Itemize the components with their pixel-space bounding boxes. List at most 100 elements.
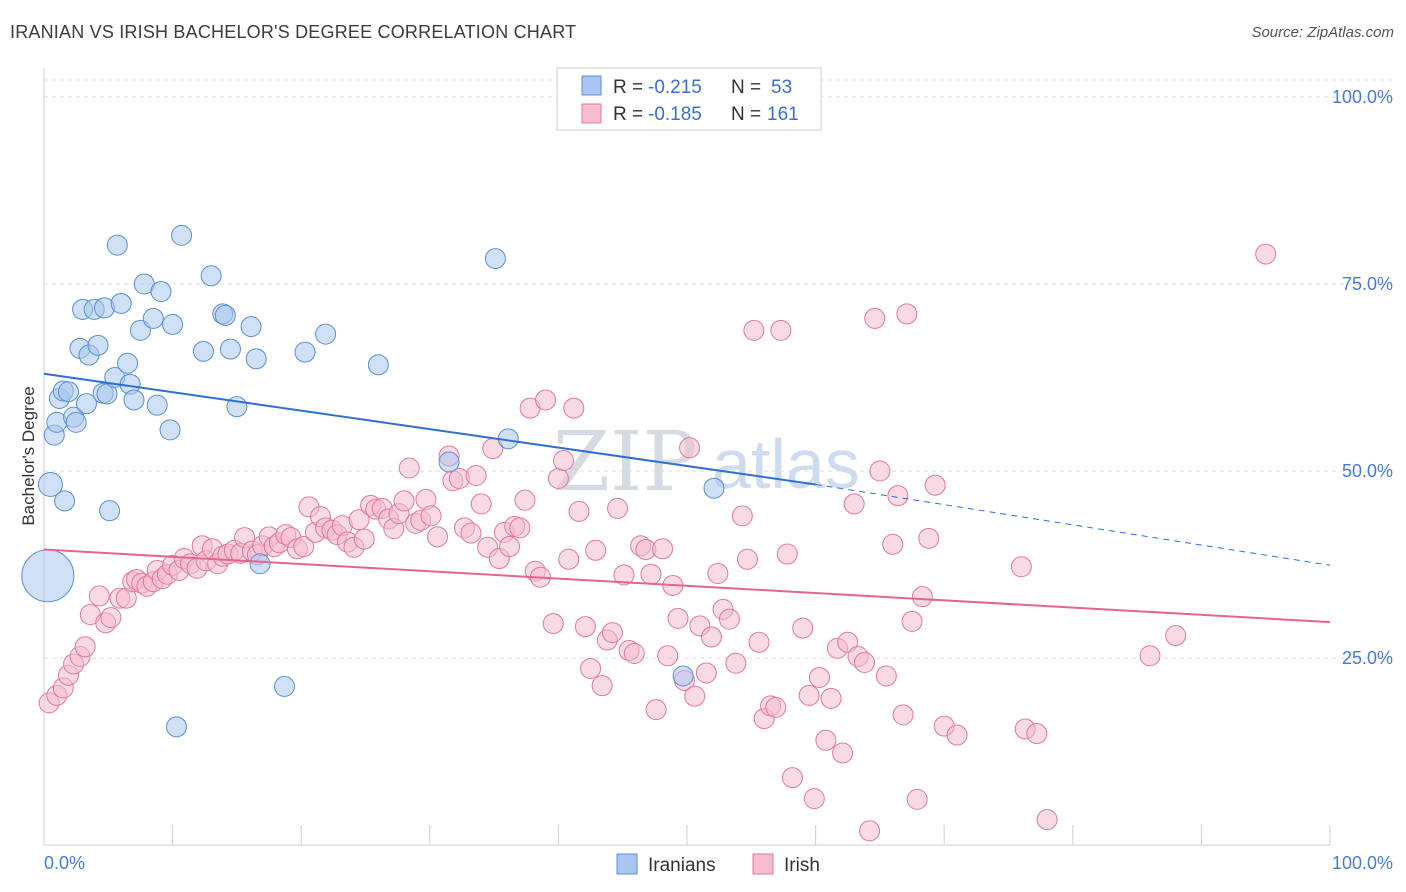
- iranians-point: [57, 381, 79, 403]
- irish-point: [420, 505, 442, 527]
- irish-point: [553, 450, 575, 472]
- iranians-point: [117, 352, 139, 374]
- irish-point: [427, 526, 449, 548]
- y-axis-label: Bachelor's Degree: [19, 386, 38, 525]
- irish-point: [100, 607, 122, 629]
- irish-point: [574, 616, 596, 638]
- iranians-point: [37, 471, 63, 497]
- irish-point: [1010, 556, 1032, 578]
- chart-title: IRANIAN VS IRISH BACHELOR'S DEGREE CORRE…: [10, 22, 577, 42]
- irish-point: [808, 666, 830, 688]
- irish-point: [88, 585, 110, 607]
- legend-r-label-iranians: R =: [613, 77, 643, 98]
- irish-point: [859, 820, 881, 842]
- irish-point: [906, 788, 928, 810]
- legend-swatch-iranians: [581, 75, 602, 96]
- iranians-point: [162, 313, 184, 335]
- irish-point: [393, 490, 415, 512]
- irish-point: [776, 543, 798, 565]
- iranians-point: [142, 307, 164, 329]
- irish-point: [700, 626, 722, 648]
- iranians-point: [150, 280, 172, 302]
- x-tick-label-right: 100.0%: [1332, 853, 1393, 873]
- iranians-point: [54, 490, 76, 512]
- irish-point: [563, 397, 585, 419]
- iranians-point: [65, 411, 87, 433]
- irish-point: [725, 652, 747, 674]
- iranians-point: [273, 675, 295, 697]
- iranians-point: [110, 292, 132, 314]
- irish-point: [580, 657, 602, 679]
- irish-point: [946, 724, 968, 746]
- irish-point: [1139, 645, 1161, 667]
- irish-point: [398, 457, 420, 479]
- iranians-point: [240, 316, 262, 338]
- legend-r-value-iranians: -0.215: [648, 77, 702, 98]
- irish-point: [542, 613, 564, 635]
- iranians-point: [192, 340, 214, 362]
- irish-point: [792, 617, 814, 639]
- iranians-point: [123, 389, 145, 411]
- irish-point: [1255, 243, 1277, 265]
- irish-point: [731, 505, 753, 527]
- iranians-point: [703, 477, 725, 499]
- y-tick-label: 25.0%: [1342, 648, 1393, 668]
- iranians-point: [245, 348, 267, 370]
- iranians-trend-line: [43, 372, 816, 486]
- iranians-point: [294, 341, 316, 363]
- irish-point: [820, 687, 842, 709]
- iranians-trend-extension: [815, 483, 1331, 566]
- trend-lines: [43, 372, 1331, 624]
- bottom-legend: Iranians Irish: [616, 853, 820, 876]
- irish-point: [74, 636, 96, 658]
- irish-point: [640, 563, 662, 585]
- irish-point: [470, 493, 492, 515]
- iranians-point: [214, 304, 236, 326]
- irish-point: [781, 767, 803, 789]
- irish-point: [707, 562, 729, 584]
- irish-point: [736, 548, 758, 570]
- irish-point: [1026, 723, 1048, 745]
- irish-point: [882, 533, 904, 555]
- irish-point: [743, 319, 765, 341]
- irish-point: [832, 742, 854, 764]
- irish-point: [460, 522, 482, 544]
- irish-point: [695, 662, 717, 684]
- watermark-zip: ZIP: [553, 415, 698, 510]
- x-tick-label-left: 0.0%: [44, 853, 85, 873]
- irish-point: [514, 489, 536, 511]
- iranians-point: [672, 665, 694, 687]
- iranians-point: [219, 338, 241, 360]
- irish-point: [684, 685, 706, 707]
- irish-point: [645, 699, 667, 721]
- irish-point: [667, 607, 689, 629]
- irish-point: [837, 631, 859, 653]
- y-tick-label: 50.0%: [1342, 461, 1393, 481]
- legend-swatch-irish: [581, 103, 602, 124]
- irish-point: [875, 665, 897, 687]
- iranians-point: [484, 248, 506, 270]
- iranians-points: [21, 224, 725, 738]
- irish-point: [535, 389, 557, 411]
- iranians-point: [99, 500, 121, 522]
- y-tick-label: 100.0%: [1332, 87, 1393, 107]
- irish-point: [924, 474, 946, 496]
- irish-point: [607, 497, 629, 519]
- irish-point: [918, 527, 940, 549]
- axes: [43, 68, 1331, 846]
- irish-point: [770, 319, 792, 341]
- irish-point: [911, 586, 933, 608]
- legend-r-label-irish: R =: [613, 104, 643, 125]
- watermark-atlas: atlas: [712, 425, 860, 503]
- irish-trend-line: [43, 548, 1331, 624]
- iranians-point: [75, 393, 97, 415]
- iranians-point: [200, 265, 222, 287]
- irish-point: [657, 645, 679, 667]
- irish-point: [892, 704, 914, 726]
- irish-point: [293, 536, 315, 558]
- iranians-point: [171, 224, 193, 246]
- irish-point: [748, 631, 770, 653]
- source-credit: Source: ZipAtlas.com: [1251, 24, 1394, 41]
- bottom-legend-swatch-iranians: [616, 853, 638, 875]
